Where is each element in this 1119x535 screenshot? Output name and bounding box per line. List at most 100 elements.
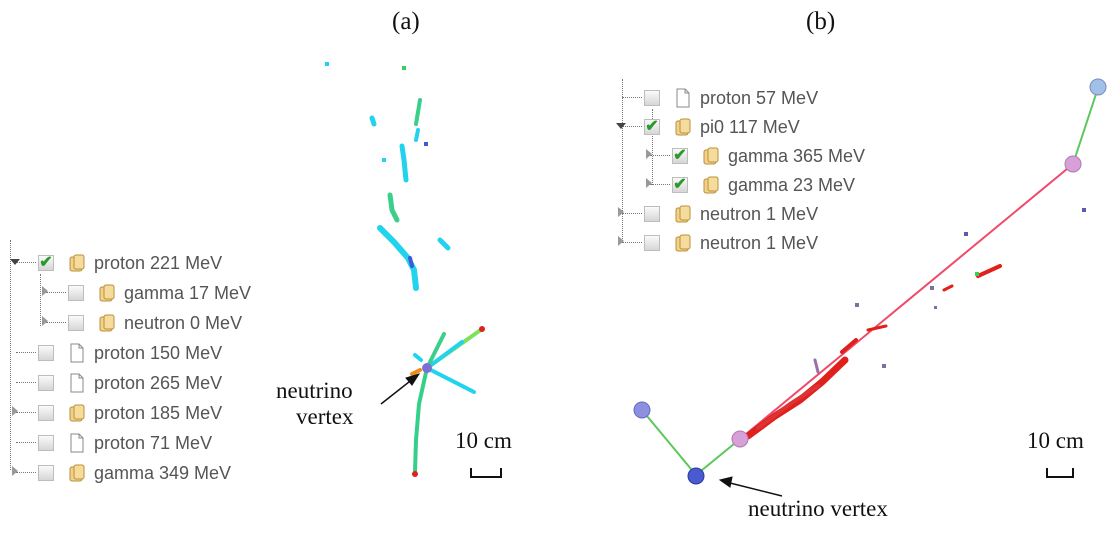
track-segment bbox=[425, 340, 464, 370]
tree-item-a-6[interactable]: proton 71 MeV bbox=[16, 430, 213, 456]
pi0-line bbox=[739, 163, 1074, 440]
vertex-label-line2: vertex bbox=[296, 404, 354, 429]
sphere-marker bbox=[1064, 155, 1082, 173]
checkbox-icon[interactable] bbox=[38, 375, 54, 391]
tree-item-label: gamma 17 MeV bbox=[124, 282, 252, 303]
tree-item-label: gamma 365 MeV bbox=[728, 145, 866, 166]
checkbox-icon[interactable] bbox=[68, 315, 84, 331]
checkbox-checked-icon[interactable]: ✔ bbox=[672, 147, 688, 164]
panel-b-vertex-annotation: neutrino vertex bbox=[748, 496, 888, 521]
tree-item-label: proton 221 MeV bbox=[94, 252, 223, 273]
panel-a-label: (a) bbox=[392, 8, 420, 35]
sphere-marker bbox=[1089, 78, 1107, 96]
collapse-toggle-icon[interactable] bbox=[12, 466, 18, 476]
tree-item-b-3[interactable]: ✔ gamma 23 MeV bbox=[646, 172, 856, 198]
track-segment bbox=[387, 192, 400, 223]
tree-item-label: neutron 0 MeV bbox=[124, 312, 243, 333]
track-segment bbox=[425, 366, 476, 394]
vertex-marker bbox=[687, 467, 705, 485]
checkbox-icon[interactable] bbox=[38, 435, 54, 451]
expand-toggle-icon[interactable] bbox=[616, 123, 626, 129]
tree-item-a-1[interactable]: gamma 17 MeV bbox=[42, 280, 252, 306]
tree-item-a-3[interactable]: proton 150 MeV bbox=[16, 340, 223, 366]
tree-item-b-0[interactable]: proton 57 MeV bbox=[622, 85, 818, 111]
collapse-toggle-icon[interactable] bbox=[618, 207, 624, 217]
tree-item-a-5[interactable]: proton 185 MeV bbox=[12, 400, 222, 426]
panel-b-scale-label: 10 cm bbox=[1027, 428, 1084, 453]
panel-a-vertex-tracks bbox=[410, 326, 485, 477]
folder-icon bbox=[68, 403, 86, 423]
panel-a-scale-label: 10 cm bbox=[455, 428, 512, 453]
tree-item-a-7[interactable]: gamma 349 MeV bbox=[12, 460, 232, 486]
folder-icon bbox=[674, 233, 692, 253]
tree-item-label: proton 71 MeV bbox=[94, 432, 213, 453]
sphere-marker bbox=[633, 401, 651, 419]
collapse-toggle-icon[interactable] bbox=[646, 149, 652, 159]
panel-b-vertex-arrow bbox=[718, 476, 783, 497]
track-segment bbox=[425, 332, 446, 370]
checkbox-icon[interactable] bbox=[644, 206, 660, 222]
track-segment bbox=[414, 98, 422, 126]
track-segment bbox=[408, 256, 414, 268]
hit bbox=[402, 66, 406, 70]
checkbox-icon[interactable] bbox=[68, 285, 84, 301]
checkbox-checked-icon[interactable]: ✔ bbox=[644, 118, 660, 135]
collapse-toggle-icon[interactable] bbox=[646, 178, 652, 188]
checkbox-checked-icon[interactable]: ✔ bbox=[38, 254, 54, 271]
gamma-line bbox=[695, 438, 741, 476]
checkbox-icon[interactable] bbox=[38, 465, 54, 481]
collapse-toggle-icon[interactable] bbox=[42, 316, 48, 326]
tree-item-label: neutron 1 MeV bbox=[700, 232, 819, 253]
shower-cluster bbox=[942, 284, 954, 292]
track-segment bbox=[369, 115, 377, 127]
hit bbox=[382, 158, 386, 162]
file-icon bbox=[68, 373, 86, 393]
checkbox-icon[interactable] bbox=[644, 90, 660, 106]
folder-icon bbox=[98, 283, 116, 303]
tree-item-a-2[interactable]: neutron 0 MeV bbox=[42, 310, 243, 336]
tree-item-b-4[interactable]: neutron 1 MeV bbox=[618, 201, 819, 227]
tree-item-label: proton 265 MeV bbox=[94, 372, 223, 393]
tree-item-b-5[interactable]: neutron 1 MeV bbox=[618, 230, 819, 256]
track-segment bbox=[437, 237, 451, 251]
track-end bbox=[479, 326, 485, 332]
shower-cluster bbox=[866, 324, 888, 332]
tree-item-label: proton 150 MeV bbox=[94, 342, 223, 363]
gamma-line bbox=[1072, 87, 1099, 165]
tree-item-a-0[interactable]: ✔ proton 221 MeV bbox=[10, 250, 223, 276]
tree-item-label: neutron 1 MeV bbox=[700, 203, 819, 224]
collapse-toggle-icon[interactable] bbox=[42, 286, 48, 296]
panel-a-vertex-arrow bbox=[380, 373, 421, 405]
file-icon bbox=[674, 88, 692, 108]
tree-item-b-1[interactable]: ✔ pi0 117 MeV bbox=[616, 114, 800, 140]
sphere-marker bbox=[731, 430, 749, 448]
shower-cluster bbox=[976, 264, 1002, 278]
tree-item-label: pi0 117 MeV bbox=[700, 116, 800, 137]
folder-icon bbox=[98, 313, 116, 333]
checkbox-checked-icon[interactable]: ✔ bbox=[672, 176, 688, 193]
tree-item-label: gamma 349 MeV bbox=[94, 462, 232, 483]
vertex-label-line1: neutrino bbox=[276, 378, 353, 403]
track-segment bbox=[410, 368, 422, 376]
checkbox-icon[interactable] bbox=[38, 345, 54, 361]
file-icon bbox=[68, 343, 86, 363]
folder-icon bbox=[702, 175, 720, 195]
folder-icon bbox=[702, 146, 720, 166]
collapse-toggle-icon[interactable] bbox=[618, 236, 624, 246]
expand-toggle-icon[interactable] bbox=[10, 259, 20, 265]
tree-item-a-4[interactable]: proton 265 MeV bbox=[16, 370, 223, 396]
folder-icon bbox=[68, 463, 86, 483]
track-segment bbox=[399, 143, 409, 183]
panel-b-scale-bar bbox=[1046, 468, 1074, 478]
track-end bbox=[412, 471, 418, 477]
collapse-toggle-icon[interactable] bbox=[12, 406, 18, 416]
checkbox-icon[interactable] bbox=[38, 405, 54, 421]
panel-a-upper-tracks bbox=[325, 62, 451, 291]
tree-item-b-2[interactable]: ✔ gamma 365 MeV bbox=[646, 143, 866, 169]
hit bbox=[424, 142, 428, 146]
tree-item-label: gamma 23 MeV bbox=[728, 174, 856, 195]
track-segment bbox=[414, 128, 420, 142]
checkbox-icon[interactable] bbox=[644, 235, 660, 251]
shower-cluster bbox=[840, 338, 858, 354]
